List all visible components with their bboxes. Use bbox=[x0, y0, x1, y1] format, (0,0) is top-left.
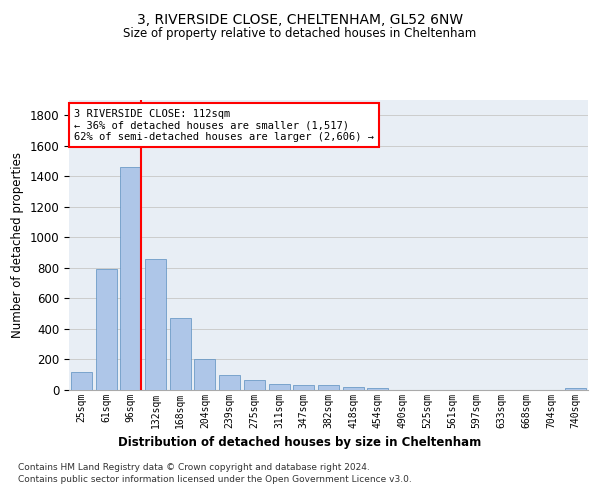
Bar bbox=[293, 384, 314, 390]
Bar bbox=[343, 387, 364, 390]
Bar bbox=[120, 167, 141, 390]
Text: 3 RIVERSIDE CLOSE: 112sqm
← 36% of detached houses are smaller (1,517)
62% of se: 3 RIVERSIDE CLOSE: 112sqm ← 36% of detac… bbox=[74, 108, 374, 142]
Bar bbox=[367, 388, 388, 390]
Bar bbox=[244, 380, 265, 390]
Bar bbox=[565, 388, 586, 390]
Bar bbox=[95, 268, 116, 390]
Text: Size of property relative to detached houses in Cheltenham: Size of property relative to detached ho… bbox=[124, 28, 476, 40]
Bar bbox=[269, 384, 290, 390]
Bar bbox=[170, 318, 191, 390]
Text: Contains HM Land Registry data © Crown copyright and database right 2024.: Contains HM Land Registry data © Crown c… bbox=[18, 464, 370, 472]
Bar bbox=[219, 374, 240, 390]
Y-axis label: Number of detached properties: Number of detached properties bbox=[11, 152, 24, 338]
Text: Distribution of detached houses by size in Cheltenham: Distribution of detached houses by size … bbox=[118, 436, 482, 449]
Text: Contains public sector information licensed under the Open Government Licence v3: Contains public sector information licen… bbox=[18, 475, 412, 484]
Text: 3, RIVERSIDE CLOSE, CHELTENHAM, GL52 6NW: 3, RIVERSIDE CLOSE, CHELTENHAM, GL52 6NW bbox=[137, 12, 463, 26]
Bar bbox=[194, 360, 215, 390]
Bar bbox=[145, 258, 166, 390]
Bar bbox=[71, 372, 92, 390]
Bar bbox=[318, 386, 339, 390]
